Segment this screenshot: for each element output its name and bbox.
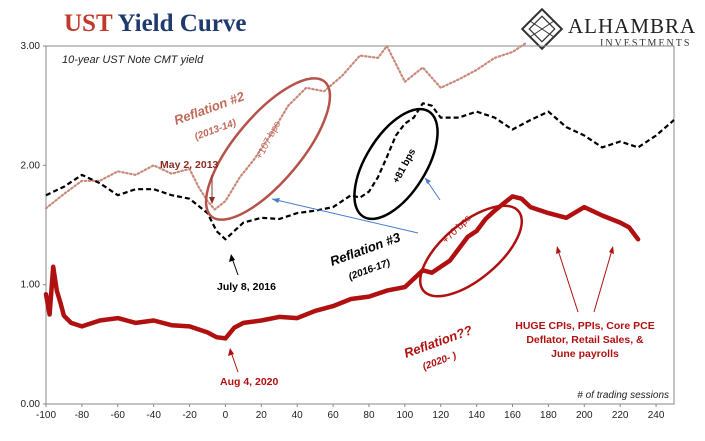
blue-arrow-head-1 <box>272 198 280 203</box>
reflation3-ellipse <box>353 107 439 221</box>
data-note-arrow-head-1 <box>556 246 561 254</box>
reflation2-title: Reflation #2 <box>172 88 247 128</box>
july2016-arrow <box>231 257 239 276</box>
x-tick-label: -100 <box>36 410 56 421</box>
aug-2020-label: Aug 4, 2020 <box>220 376 279 388</box>
logo-subtitle: INVESTMENTS <box>600 38 692 49</box>
x-tick-label: 220 <box>612 410 629 421</box>
x-tick-label: 100 <box>397 410 414 421</box>
aug2020-arrow-head <box>228 348 234 356</box>
x-tick-label: 240 <box>648 410 665 421</box>
reflation-now-title: Reflation?? <box>402 322 474 361</box>
may-2013-label: May 2, 2013 <box>160 159 219 171</box>
x-tick-label: -80 <box>75 410 90 421</box>
data-note-arrow-2 <box>593 249 613 313</box>
x-tick-label: -20 <box>182 410 197 421</box>
x-tick-label: 140 <box>468 410 485 421</box>
x-tick-label: -60 <box>111 410 126 421</box>
title-ust: UST <box>64 10 113 37</box>
annotation-arrows <box>209 175 614 373</box>
bps-81-label: +81 bps <box>391 147 419 186</box>
y-tick-label: 0.00 <box>21 399 41 410</box>
reflation-now-years: (2020- ) <box>421 350 458 373</box>
may2013-arrow-head <box>209 197 215 204</box>
data-note-arrow-head-2 <box>609 246 614 254</box>
y-axis: 0.00 1.00 2.00 3.00 <box>21 41 46 410</box>
blue-arrow-head-2 <box>425 178 431 184</box>
blue-arrow-line-1 <box>271 198 419 234</box>
july-2016-label: July 8, 2016 <box>217 281 276 293</box>
plot-frame <box>45 45 675 405</box>
logo-name: ALHAMBRA <box>568 14 697 38</box>
series-layer <box>43 42 675 341</box>
reflation2-years: (2013-14) <box>193 117 238 142</box>
bps-107-label: +107 bps <box>254 120 283 162</box>
x-axis: -100 -80 -60 -40 -20 0 20 40 60 80 100 120 140 160 180… <box>36 404 665 421</box>
data-note-line-1: HUGE CPIs, PPIs, Core PCE <box>515 320 654 332</box>
series-line-dotted <box>44 42 527 211</box>
data-note-arrow-1 <box>557 249 579 313</box>
x-tick-label: 180 <box>540 410 557 421</box>
reflation3-years: (2016-17) <box>347 257 392 282</box>
diamond-logo-icon <box>520 8 564 50</box>
x-tick-label: 80 <box>363 410 375 421</box>
july2016-arrow-head <box>229 254 235 262</box>
x-axis-label: # of trading sessions <box>577 390 669 401</box>
x-tick-label: 200 <box>576 410 593 421</box>
chart-title: UST Yield Curve <box>64 10 246 38</box>
x-tick-label: -40 <box>146 410 161 421</box>
x-tick-label: 160 <box>504 410 521 421</box>
bps-70-label: +70 bps <box>440 213 473 246</box>
y-tick-label: 2.00 <box>21 160 41 171</box>
y-tick-label: 3.00 <box>21 41 41 52</box>
x-tick-label: 60 <box>328 410 340 421</box>
chart-subtitle: 10-year UST Note CMT yield <box>62 54 204 66</box>
reflation3-title: Reflation #3 <box>328 229 403 269</box>
reflation2-ellipse <box>204 77 332 221</box>
title-yield-curve: Yield Curve <box>117 10 247 37</box>
reflation-now-ellipse <box>418 204 524 298</box>
data-note-line-3: June payrolls <box>551 348 619 360</box>
x-tick-label: 120 <box>432 410 449 421</box>
y-tick-label: 1.00 <box>21 280 41 291</box>
x-tick-label: 0 <box>223 410 229 421</box>
x-tick-label: 20 <box>256 410 268 421</box>
x-tick-label: 40 <box>292 410 304 421</box>
alhambra-logo: ALHAMBRA INVESTMENTS <box>520 8 705 50</box>
data-note-line-2: Deflator, Retail Sales, & <box>526 334 644 346</box>
aug2020-arrow <box>230 351 239 373</box>
series-line-dashed <box>45 102 675 241</box>
series-line-solid <box>43 194 641 341</box>
